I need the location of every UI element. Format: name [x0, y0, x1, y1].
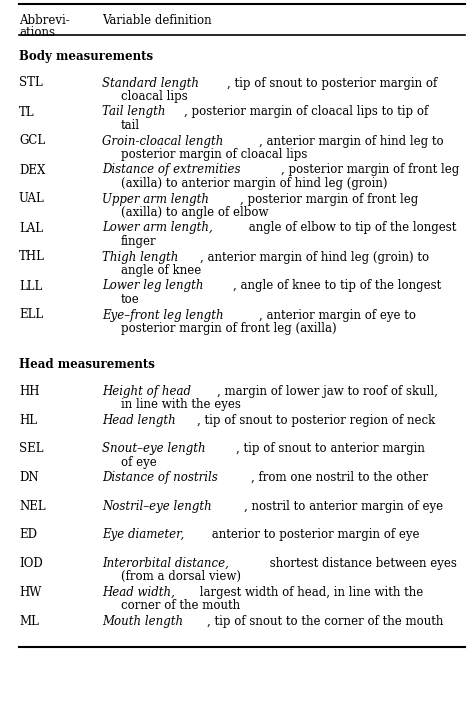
Text: Nostril–eye length: Nostril–eye length: [102, 500, 212, 513]
Text: DEX: DEX: [19, 163, 46, 176]
Text: IOD: IOD: [19, 557, 43, 570]
Text: angle of knee: angle of knee: [121, 264, 201, 277]
Text: corner of the mouth: corner of the mouth: [121, 599, 240, 612]
Text: , anterior margin of hind leg (groin) to: , anterior margin of hind leg (groin) to: [201, 251, 429, 264]
Text: Eye–front leg length: Eye–front leg length: [102, 308, 224, 322]
Text: largest width of head, in line with the: largest width of head, in line with the: [196, 585, 423, 598]
Text: , anterior margin of eye to: , anterior margin of eye to: [259, 308, 416, 322]
Text: , posterior margin of front leg: , posterior margin of front leg: [240, 192, 418, 205]
Text: tail: tail: [121, 119, 140, 132]
Text: Groin-cloacal length: Groin-cloacal length: [102, 135, 223, 148]
Text: HH: HH: [19, 384, 39, 397]
Text: Snout–eye length: Snout–eye length: [102, 442, 206, 455]
Text: , tip of snout to the corner of the mouth: , tip of snout to the corner of the mout…: [207, 615, 443, 628]
Text: toe: toe: [121, 293, 140, 306]
Text: HL: HL: [19, 414, 37, 427]
Text: Lower leg length: Lower leg length: [102, 279, 203, 292]
Text: Interorbital distance,: Interorbital distance,: [102, 557, 229, 570]
Text: Height of head: Height of head: [102, 384, 191, 397]
Text: Distance of extremities: Distance of extremities: [102, 163, 240, 176]
Text: , margin of lower jaw to roof of skull,: , margin of lower jaw to roof of skull,: [217, 384, 438, 397]
Text: shortest distance between eyes: shortest distance between eyes: [265, 557, 456, 570]
Text: STL: STL: [19, 76, 43, 89]
Text: , nostril to anterior margin of eye: , nostril to anterior margin of eye: [244, 500, 443, 513]
Text: Variable definition: Variable definition: [102, 14, 211, 27]
Text: ML: ML: [19, 615, 39, 628]
Text: TL: TL: [19, 106, 35, 119]
Text: , from one nostril to the other: , from one nostril to the other: [251, 471, 428, 484]
Text: NEL: NEL: [19, 500, 46, 513]
Text: ELL: ELL: [19, 308, 43, 322]
Text: posterior margin of front leg (axilla): posterior margin of front leg (axilla): [121, 322, 337, 335]
Text: Head measurements: Head measurements: [19, 358, 155, 372]
Text: Eye diameter,: Eye diameter,: [102, 528, 184, 541]
Text: Distance of nostrils: Distance of nostrils: [102, 471, 218, 484]
Text: (from a dorsal view): (from a dorsal view): [121, 570, 241, 583]
Text: in line with the eyes: in line with the eyes: [121, 398, 241, 411]
Text: LAL: LAL: [19, 222, 43, 235]
Text: , tip of snout to anterior margin: , tip of snout to anterior margin: [236, 442, 425, 455]
Text: angle of elbow to tip of the longest: angle of elbow to tip of the longest: [245, 222, 456, 235]
Text: anterior to posterior margin of eye: anterior to posterior margin of eye: [208, 528, 419, 541]
Text: Body measurements: Body measurements: [19, 50, 153, 63]
Text: LLL: LLL: [19, 279, 42, 292]
Text: Head width,: Head width,: [102, 585, 175, 598]
Text: UAL: UAL: [19, 192, 45, 205]
Text: , angle of knee to tip of the longest: , angle of knee to tip of the longest: [233, 279, 441, 292]
Text: posterior margin of cloacal lips: posterior margin of cloacal lips: [121, 148, 307, 161]
Text: , posterior margin of cloacal lips to tip of: , posterior margin of cloacal lips to ti…: [184, 106, 428, 119]
Text: SEL: SEL: [19, 442, 44, 455]
Text: , tip of snout to posterior region of neck: , tip of snout to posterior region of ne…: [197, 414, 435, 427]
Text: HW: HW: [19, 585, 41, 598]
Text: Mouth length: Mouth length: [102, 615, 183, 628]
Text: finger: finger: [121, 235, 156, 248]
Text: (axilla) to anterior margin of hind leg (groin): (axilla) to anterior margin of hind leg …: [121, 177, 387, 190]
Text: of eye: of eye: [121, 456, 156, 469]
Text: Tail length: Tail length: [102, 106, 165, 119]
Text: THL: THL: [19, 251, 45, 264]
Text: , tip of snout to posterior margin of: , tip of snout to posterior margin of: [227, 76, 438, 89]
Text: GCL: GCL: [19, 135, 45, 148]
Text: Upper arm length: Upper arm length: [102, 192, 209, 205]
Text: Thigh length: Thigh length: [102, 251, 178, 264]
Text: Lower arm length,: Lower arm length,: [102, 222, 213, 235]
Text: , anterior margin of hind leg to: , anterior margin of hind leg to: [258, 135, 443, 148]
Text: ED: ED: [19, 528, 37, 541]
Text: , posterior margin of front leg: , posterior margin of front leg: [281, 163, 459, 176]
Text: (axilla) to angle of elbow: (axilla) to angle of elbow: [121, 206, 268, 219]
Text: Standard length: Standard length: [102, 76, 199, 89]
Text: Head length: Head length: [102, 414, 176, 427]
Text: ations: ations: [19, 26, 55, 39]
Text: cloacal lips: cloacal lips: [121, 90, 188, 103]
Text: DN: DN: [19, 471, 38, 484]
Text: Abbrevi-: Abbrevi-: [19, 14, 70, 27]
